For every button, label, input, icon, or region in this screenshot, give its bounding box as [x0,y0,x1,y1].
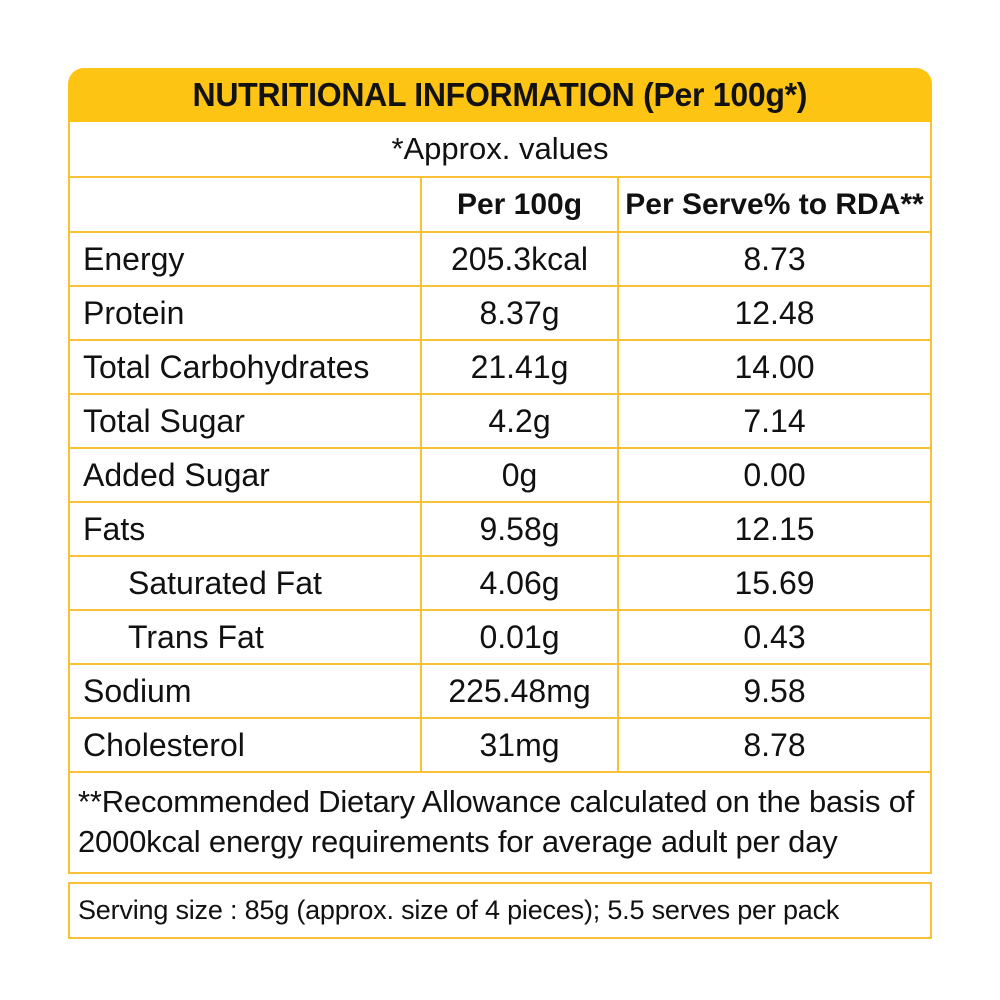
row-label: Energy [70,233,422,285]
row-label: Total Carbohydrates [70,341,422,393]
row-per100g-value: 0g [422,449,619,501]
serving-note-text: Serving size : 85g (approx. size of 4 pi… [78,894,840,925]
table-row: Cholesterol 31mg 8.78 [70,719,930,773]
row-label: Sodium [70,665,422,717]
rda-footnote: **Recommended Dietary Allowance calculat… [78,784,915,859]
row-label: Saturated Fat [70,557,422,609]
row-rda-value: 0.43 [743,618,806,655]
approx-values-row: *Approx. values [70,122,930,178]
row-rda-value: 12.48 [734,294,815,331]
column-header-per100g: Per 100g [422,178,619,231]
row-label: Fats [70,503,422,555]
row-rda-value: 7.14 [743,402,806,439]
approx-values-text: *Approx. values [391,131,609,166]
row-label: Cholesterol [70,719,422,771]
table-row: Sodium 225.48mg 9.58 [70,665,930,719]
row-label: Trans Fat [70,611,422,663]
row-per100g-value: 0.01g [422,611,619,663]
row-per100g-value: 8.37g [422,287,619,339]
table-row: Trans Fat 0.01g 0.43 [70,611,930,665]
row-per100g-value: 205.3kcal [422,233,619,285]
row-rda-value: 15.69 [734,564,815,601]
table-row: Total Sugar 4.2g 7.14 [70,395,930,449]
row-per100g-value: 4.2g [422,395,619,447]
label-title-bar: NUTRITIONAL INFORMATION (Per 100g*) [68,68,932,122]
column-header-per-serve-rda: Per Serve% to RDA** [625,187,924,221]
row-per100g-value: 4.06g [422,557,619,609]
row-rda-value: 0.00 [743,456,806,493]
serving-note-box: Serving size : 85g (approx. size of 4 pi… [68,881,932,939]
label-title: NUTRITIONAL INFORMATION (Per 100g*) [192,76,808,113]
row-per100g-value: 31mg [422,719,619,771]
table-row: Total Carbohydrates 21.41g 14.00 [70,341,930,395]
row-per100g-value: 21.41g [422,341,619,393]
table-header-row: Per 100g Per Serve% to RDA** [70,178,930,233]
row-rda-value: 8.73 [743,240,806,277]
row-rda-value: 8.78 [743,726,806,763]
row-rda-value: 9.58 [743,672,806,709]
row-rda-value: 12.15 [734,510,815,547]
row-per100g-value: 225.48mg [422,665,619,717]
nutrition-label: NUTRITIONAL INFORMATION (Per 100g*) *App… [68,68,932,939]
nutrition-table: *Approx. values Per 100g Per Serve% to R… [68,122,932,874]
row-label: Total Sugar [70,395,422,447]
row-per100g-value: 9.58g [422,503,619,555]
row-label: Added Sugar [70,449,422,501]
row-rda-value: 14.00 [734,348,815,385]
table-row: Protein 8.37g 12.48 [70,287,930,341]
row-label: Protein [70,287,422,339]
column-header-nutrient [70,178,422,231]
table-rows: Energy 205.3kcal 8.73 Protein 8.37g 12.4… [70,233,930,773]
table-row: Added Sugar 0g 0.00 [70,449,930,503]
table-row: Energy 205.3kcal 8.73 [70,233,930,287]
table-row: Saturated Fat 4.06g 15.69 [70,557,930,611]
table-row: Fats 9.58g 12.15 [70,503,930,557]
